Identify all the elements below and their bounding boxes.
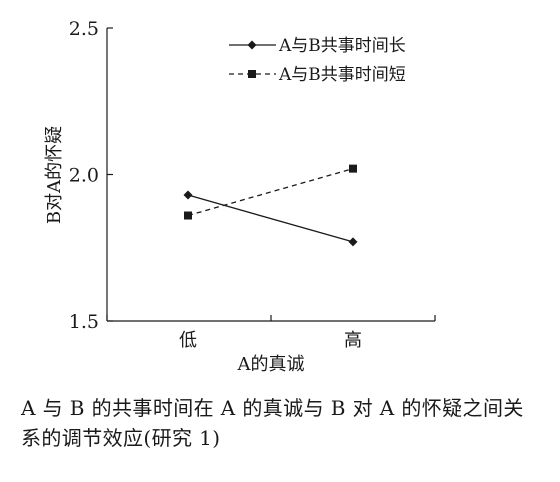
y-tick-label: 1.5 (69, 311, 99, 333)
data-point (348, 237, 358, 247)
y-tick-label: 2.5 (69, 18, 99, 40)
series-2 (184, 164, 357, 220)
x-tick-label: 低 (179, 330, 197, 351)
series-layer (183, 164, 358, 247)
series-1 (183, 190, 358, 247)
y-axis-label: B对A的怀疑 (44, 126, 65, 224)
data-point (184, 211, 192, 220)
legend-label: A与B共事时间长 (278, 36, 406, 56)
legend: A与B共事时间长 A与B共事时间短 (229, 36, 406, 85)
figure-caption: A 与 B 的共事时间在 A 的真诚与 B 对 A 的怀疑之间关系的调节效应(研… (21, 396, 524, 450)
x-tick-label: 高 (344, 330, 362, 351)
y-ticks: 1.5 2.0 2.5 (69, 18, 113, 333)
legend-item: A与B共事时间短 (229, 65, 406, 85)
legend-marker (248, 70, 256, 78)
series-line (187, 194, 354, 243)
series-line (187, 168, 354, 217)
chart: 1.52.02.5 低高 A与B共事时间长A与B共事时间短 A的真诚 B对A的怀… (44, 18, 436, 375)
x-axis-label: A的真诚 (237, 354, 305, 375)
legend-label: A与B共事时间短 (278, 65, 406, 85)
legend-marker (247, 40, 257, 50)
data-point (349, 164, 357, 173)
data-point (183, 190, 193, 200)
x-ticks: 低高 (106, 315, 436, 351)
y-tick-label: 2.0 (69, 165, 99, 187)
legend-item: A与B共事时间长 (229, 36, 406, 56)
